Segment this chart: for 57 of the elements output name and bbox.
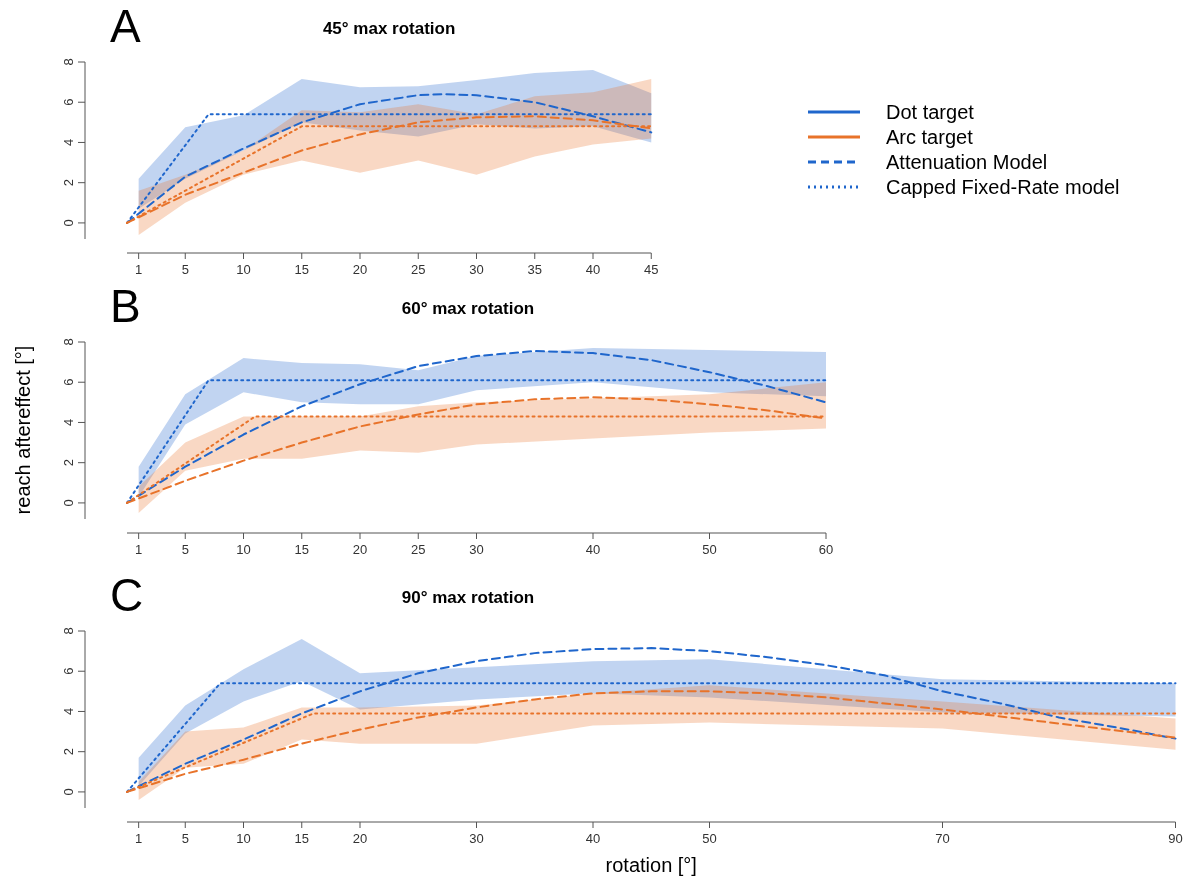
- y-tick-label: 2: [61, 179, 76, 187]
- y-tick-label: 8: [61, 627, 76, 635]
- x-tick-label: 15: [294, 831, 309, 846]
- x-tick-label: 35: [527, 262, 542, 277]
- x-tick-label: 40: [585, 542, 601, 557]
- legend-label: Arc target: [886, 126, 974, 148]
- y-tick-label: 6: [61, 667, 76, 675]
- x-tick-label: 20: [352, 542, 368, 557]
- x-tick-label: 45: [644, 262, 659, 277]
- y-tick-label: 2: [61, 459, 76, 467]
- y-tick-label: 4: [61, 707, 76, 716]
- text: B: [110, 280, 141, 332]
- x-tick-label: 40: [585, 262, 601, 277]
- x-tick-label: 5: [181, 262, 189, 277]
- x-axis-title: rotation [°]: [605, 854, 697, 876]
- x-tick-label: 20: [352, 262, 368, 277]
- x-tick-label: 30: [469, 542, 484, 557]
- x-tick-label: 60: [818, 542, 834, 557]
- x-tick-label: 50: [702, 542, 717, 557]
- x-tick-label: 20: [352, 831, 368, 846]
- x-tick-label: 70: [935, 831, 950, 846]
- x-tick-label: 10: [236, 262, 251, 277]
- x-tick-label: 1: [135, 262, 143, 277]
- x-tick-label: 30: [469, 262, 484, 277]
- y-tick-label: 4: [61, 418, 76, 427]
- y-tick-label: 0: [61, 499, 76, 507]
- y-tick-label: 0: [61, 788, 76, 796]
- x-tick-label: 1: [135, 542, 143, 557]
- chart-title: 45° max rotation: [322, 19, 456, 38]
- chart-title: 60° max rotation: [401, 299, 535, 318]
- x-tick-label: 10: [236, 831, 251, 846]
- text: C: [110, 569, 144, 621]
- y-tick-label: 2: [61, 748, 76, 756]
- legend-label: Dot target: [886, 101, 975, 123]
- x-tick-label: 15: [294, 262, 309, 277]
- x-tick-label: 15: [294, 542, 309, 557]
- legend-label: Attenuation Model: [886, 151, 1048, 173]
- y-tick-label: 6: [61, 98, 76, 106]
- y-tick-label: 6: [61, 378, 76, 386]
- y-tick-label: 0: [61, 219, 76, 227]
- x-tick-label: 5: [181, 542, 189, 557]
- y-tick-label: 4: [61, 138, 76, 147]
- x-tick-label: 10: [236, 542, 251, 557]
- text: A: [110, 0, 141, 52]
- x-tick-label: 30: [469, 831, 484, 846]
- x-tick-label: 1: [135, 831, 143, 846]
- chart-title: 90° max rotation: [401, 588, 535, 607]
- x-tick-label: 40: [585, 831, 601, 846]
- x-tick-label: 50: [702, 831, 717, 846]
- x-tick-label: 90: [1168, 831, 1183, 846]
- y-axis-title: reach aftereffect [°]: [12, 345, 34, 515]
- legend-label: Capped Fixed-Rate model: [886, 176, 1120, 198]
- x-tick-label: 25: [411, 542, 426, 557]
- y-tick-label: 8: [61, 58, 76, 66]
- y-tick-label: 8: [61, 338, 76, 346]
- x-tick-label: 25: [411, 262, 426, 277]
- x-tick-label: 5: [181, 831, 189, 846]
